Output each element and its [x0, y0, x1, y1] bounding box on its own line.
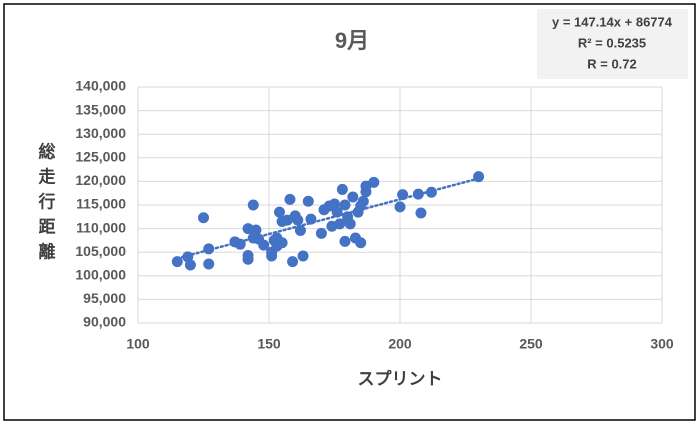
y-tick-label: 130,000: [75, 125, 126, 141]
point: [242, 253, 254, 265]
point: [273, 206, 285, 218]
y-tick-label: 135,000: [75, 101, 126, 117]
point: [198, 212, 209, 224]
x-tick-label: 250: [519, 336, 543, 352]
point: [287, 256, 299, 268]
point: [302, 195, 314, 207]
x-tick-label: 200: [388, 336, 412, 352]
point: [297, 250, 309, 262]
annotation-line: y = 147.14x + 86774: [552, 14, 673, 29]
point: [368, 176, 380, 188]
point: [344, 218, 356, 230]
annotation-box: [537, 9, 688, 79]
point: [331, 206, 343, 218]
y-tick-label: 125,000: [75, 149, 126, 165]
point: [315, 227, 327, 239]
point: [247, 199, 259, 211]
point: [357, 195, 369, 207]
point: [258, 239, 270, 251]
y-tick-label: 105,000: [75, 243, 126, 259]
point: [266, 250, 278, 262]
point: [339, 235, 351, 247]
y-tick-label: 140,000: [75, 78, 126, 94]
point: [334, 218, 346, 230]
point: [250, 224, 262, 236]
point: [339, 199, 351, 211]
point: [292, 214, 304, 226]
y-tick-label: 100,000: [75, 267, 126, 283]
annotation-line: R² = 0.5235: [578, 35, 646, 50]
point: [355, 237, 367, 249]
x-axis-title: スプリント: [358, 368, 443, 388]
point: [171, 256, 183, 268]
chart-title: 9月: [335, 28, 369, 53]
annotation-line: R = 0.72: [587, 56, 637, 71]
point: [184, 259, 196, 271]
point: [336, 183, 348, 195]
y-axis-title: 総走行距離: [36, 141, 57, 267]
point: [394, 201, 406, 213]
x-tick-label: 150: [257, 336, 281, 352]
y-tick-label: 95,000: [83, 290, 126, 306]
point: [284, 193, 296, 205]
x-tick-label: 300: [650, 336, 674, 352]
point: [203, 258, 215, 270]
point: [276, 237, 288, 249]
y-tick-label: 115,000: [76, 196, 126, 212]
point: [415, 207, 427, 219]
y-tick-label: 90,000: [83, 314, 126, 330]
x-tick-label: 100: [126, 336, 150, 352]
point: [294, 224, 306, 236]
y-tick-label: 110,000: [76, 219, 126, 235]
point: [347, 191, 359, 203]
y-tick-label: 120,000: [75, 172, 126, 188]
trendline: [176, 177, 480, 260]
